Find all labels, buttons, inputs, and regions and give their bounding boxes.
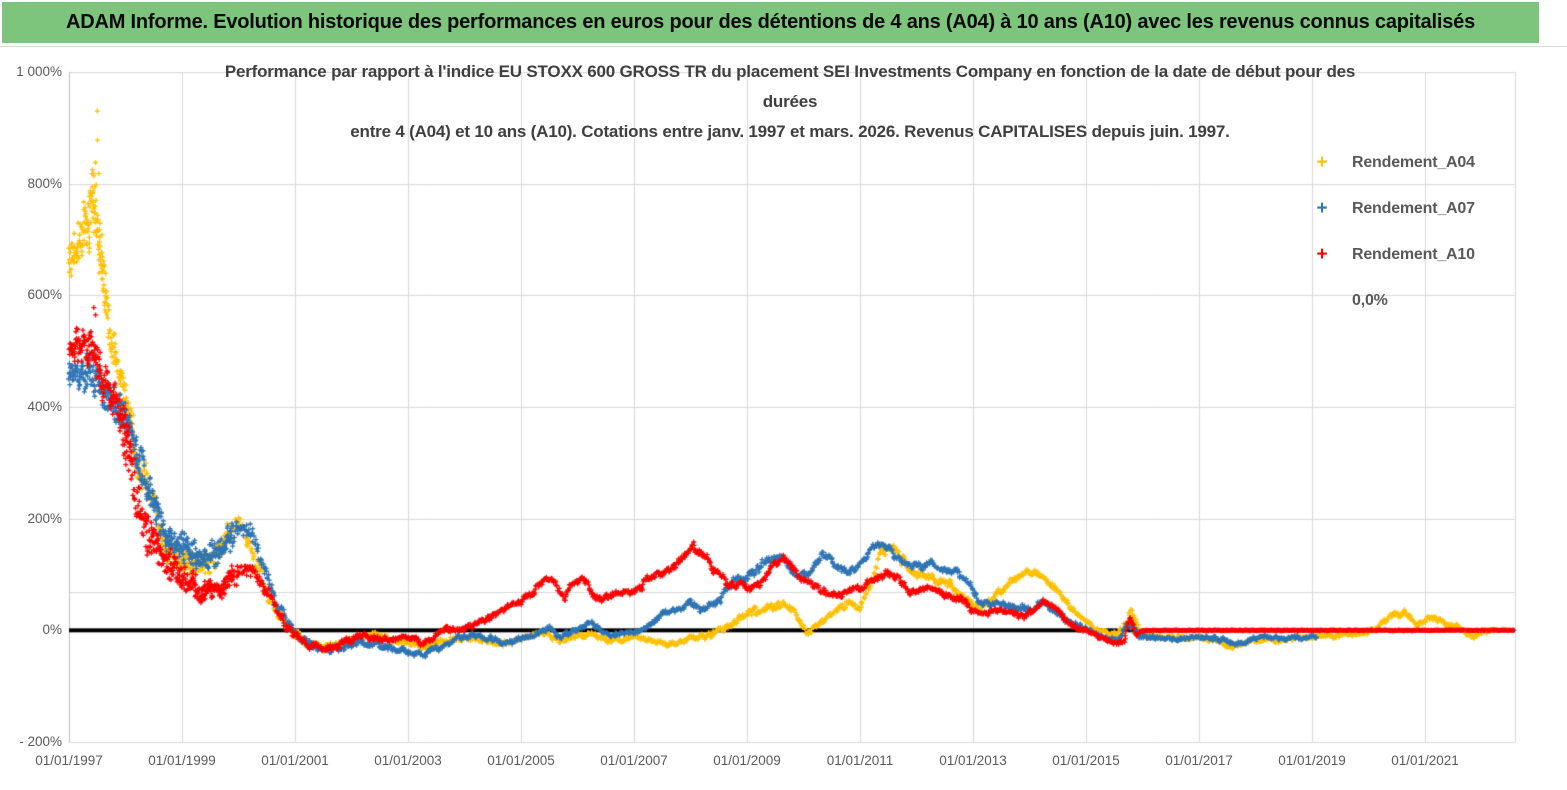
x-tick-label: 01/01/2009 [713,753,781,768]
plus-marker-icon: + [1316,152,1328,173]
chart-title: Performance par rapport à l'indice EU ST… [150,57,1430,147]
y-tick-label: 200% [27,510,62,526]
legend: + Rendement_A04 + Rendement_A07 + Rendem… [1300,140,1475,324]
y-tick-label: 800% [27,175,62,191]
legend-label: 0,0% [1352,292,1388,309]
y-tick-label: 400% [27,399,62,414]
x-tick-label: 01/01/2013 [939,753,1007,768]
legend-item-zero-line: 0,0% [1300,278,1475,324]
x-tick-label: 01/01/1999 [148,753,216,768]
legend-label: Rendement_A04 [1352,154,1475,171]
chart-title-line-3: entre 4 (A04) et 10 ans (A10). Cotations… [350,122,1230,141]
plus-marker-icon: + [1316,198,1328,219]
legend-item-a04: + Rendement_A04 [1300,140,1475,186]
x-tick-label: 01/01/2021 [1391,753,1459,768]
plus-marker-icon: + [1316,244,1328,265]
legend-label: Rendement_A10 [1352,246,1475,263]
x-tick-label: 01/01/2007 [600,753,668,768]
chart-title-line-2: durées [762,92,818,111]
y-tick-label: - 200% [19,734,62,749]
x-tick-label: 01/01/2017 [1165,753,1233,768]
y-tick-label: 1 000% [16,64,62,79]
legend-label: Rendement_A07 [1352,200,1475,217]
y-tick-label: 600% [27,287,62,303]
legend-item-a07: + Rendement_A07 [1300,186,1475,232]
x-tick-label: 01/01/2019 [1278,753,1346,768]
legend-item-a10: + Rendement_A10 [1300,232,1475,278]
x-tick-label: 01/01/2001 [261,753,329,768]
x-tick-label: 01/01/2003 [374,753,442,768]
chart-title-line-1: Performance par rapport à l'indice EU ST… [224,62,1356,81]
x-tick-label: 01/01/1997 [35,753,103,768]
x-tick-label: 01/01/2015 [1052,753,1120,768]
x-tick-label: 01/01/2011 [826,753,894,768]
y-tick-label: 0% [42,622,62,638]
x-tick-label: 01/01/2005 [487,753,555,768]
